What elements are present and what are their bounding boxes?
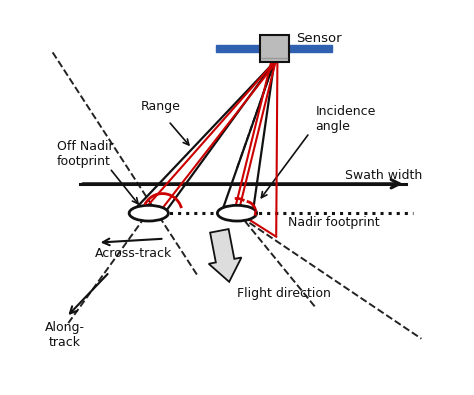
- Text: Off Nadir
footprint: Off Nadir footprint: [56, 140, 113, 168]
- Bar: [260, 35, 289, 62]
- Ellipse shape: [218, 205, 256, 221]
- Text: Flight direction: Flight direction: [237, 287, 331, 300]
- Text: Range: Range: [141, 100, 181, 113]
- Text: Along-
track: Along- track: [45, 321, 84, 349]
- Text: Swath width: Swath width: [345, 169, 422, 182]
- Bar: [217, 45, 260, 52]
- Text: Across-track: Across-track: [94, 246, 172, 260]
- FancyArrow shape: [209, 229, 241, 282]
- Text: Nadir footprint: Nadir footprint: [288, 216, 380, 229]
- Text: Incidence
angle: Incidence angle: [315, 105, 376, 133]
- Ellipse shape: [129, 205, 168, 221]
- Text: Sensor: Sensor: [296, 32, 341, 45]
- Bar: [289, 45, 332, 52]
